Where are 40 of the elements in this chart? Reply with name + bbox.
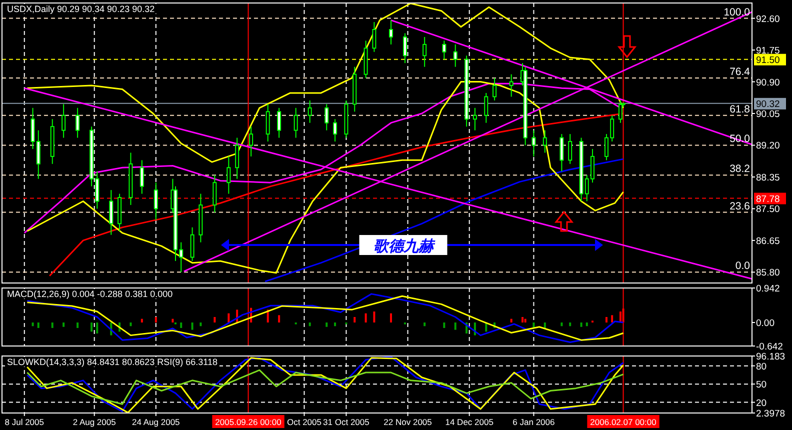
annotation: 38.2 [730,163,750,176]
annotation: 0.0 [735,260,750,272]
x-tick-label: 14 Dec 2005 [445,417,494,427]
y-tick-label: 89.20 [756,140,780,152]
y-tick-label: 0.00 [756,318,774,329]
y-tick-label: 96.183 [756,352,786,362]
annotation: 100.0 [724,6,750,18]
ref-line-label: 2006.02.07 00:00 [590,417,657,427]
ref-line-label: 2005.09.26 00:00 [215,417,282,427]
chart-title: MACD(12,26,9) 0.004 -0.288 0.381 0.000 [7,289,173,299]
chart-title: USDX,Daily 90.29 90.34 90.23 90.32 [7,4,155,14]
x-tick-label: 22 Nov 2005 [384,417,432,427]
x-tick-label: Oct 2005 [286,417,322,427]
y-tick-label: 80 [756,361,767,372]
ref-line-label: 90.32 [756,98,780,110]
y-tick-label: 2.3978 [756,408,786,420]
annotation: 76.4 [730,66,750,78]
y-tick-label: 0.942 [756,284,780,294]
annotation: 61.8 [730,103,750,116]
x-tick-label: 2 Aug 2005 [72,417,116,427]
y-tick-label: 85.80 [756,268,780,279]
annotation: 23.6 [730,200,750,212]
y-tick-label: -0.642 [756,342,783,352]
y-tick-label: 90.05 [756,109,780,120]
y-tick-label: 87.50 [756,204,780,216]
x-tick-label: 31 Oct 2005 [323,417,370,427]
chart-title: SLOWKD(14,3,3,3) 84.8431 80.8623 RSI(9) 66.3118 [7,357,218,367]
y-tick-label: 91.75 [756,46,780,57]
y-tick-label: 20 [756,398,767,409]
y-tick-label: 92.60 [756,14,780,25]
x-tick-label: 24 Aug 2005 [132,417,180,427]
ref-line-label: 87.78 [756,194,780,205]
y-tick-label: 90.90 [756,77,780,88]
x-tick-label: 8 Jul 2005 [4,417,44,427]
y-tick-label: 50 [756,380,767,391]
annotation: 歌德九赫 [373,238,436,255]
y-tick-label: 88.35 [756,172,780,184]
x-tick-label: 6 Jan 2006 [512,417,556,427]
y-tick-label: 86.65 [756,236,780,247]
ref-line-label: 91.50 [756,54,780,66]
